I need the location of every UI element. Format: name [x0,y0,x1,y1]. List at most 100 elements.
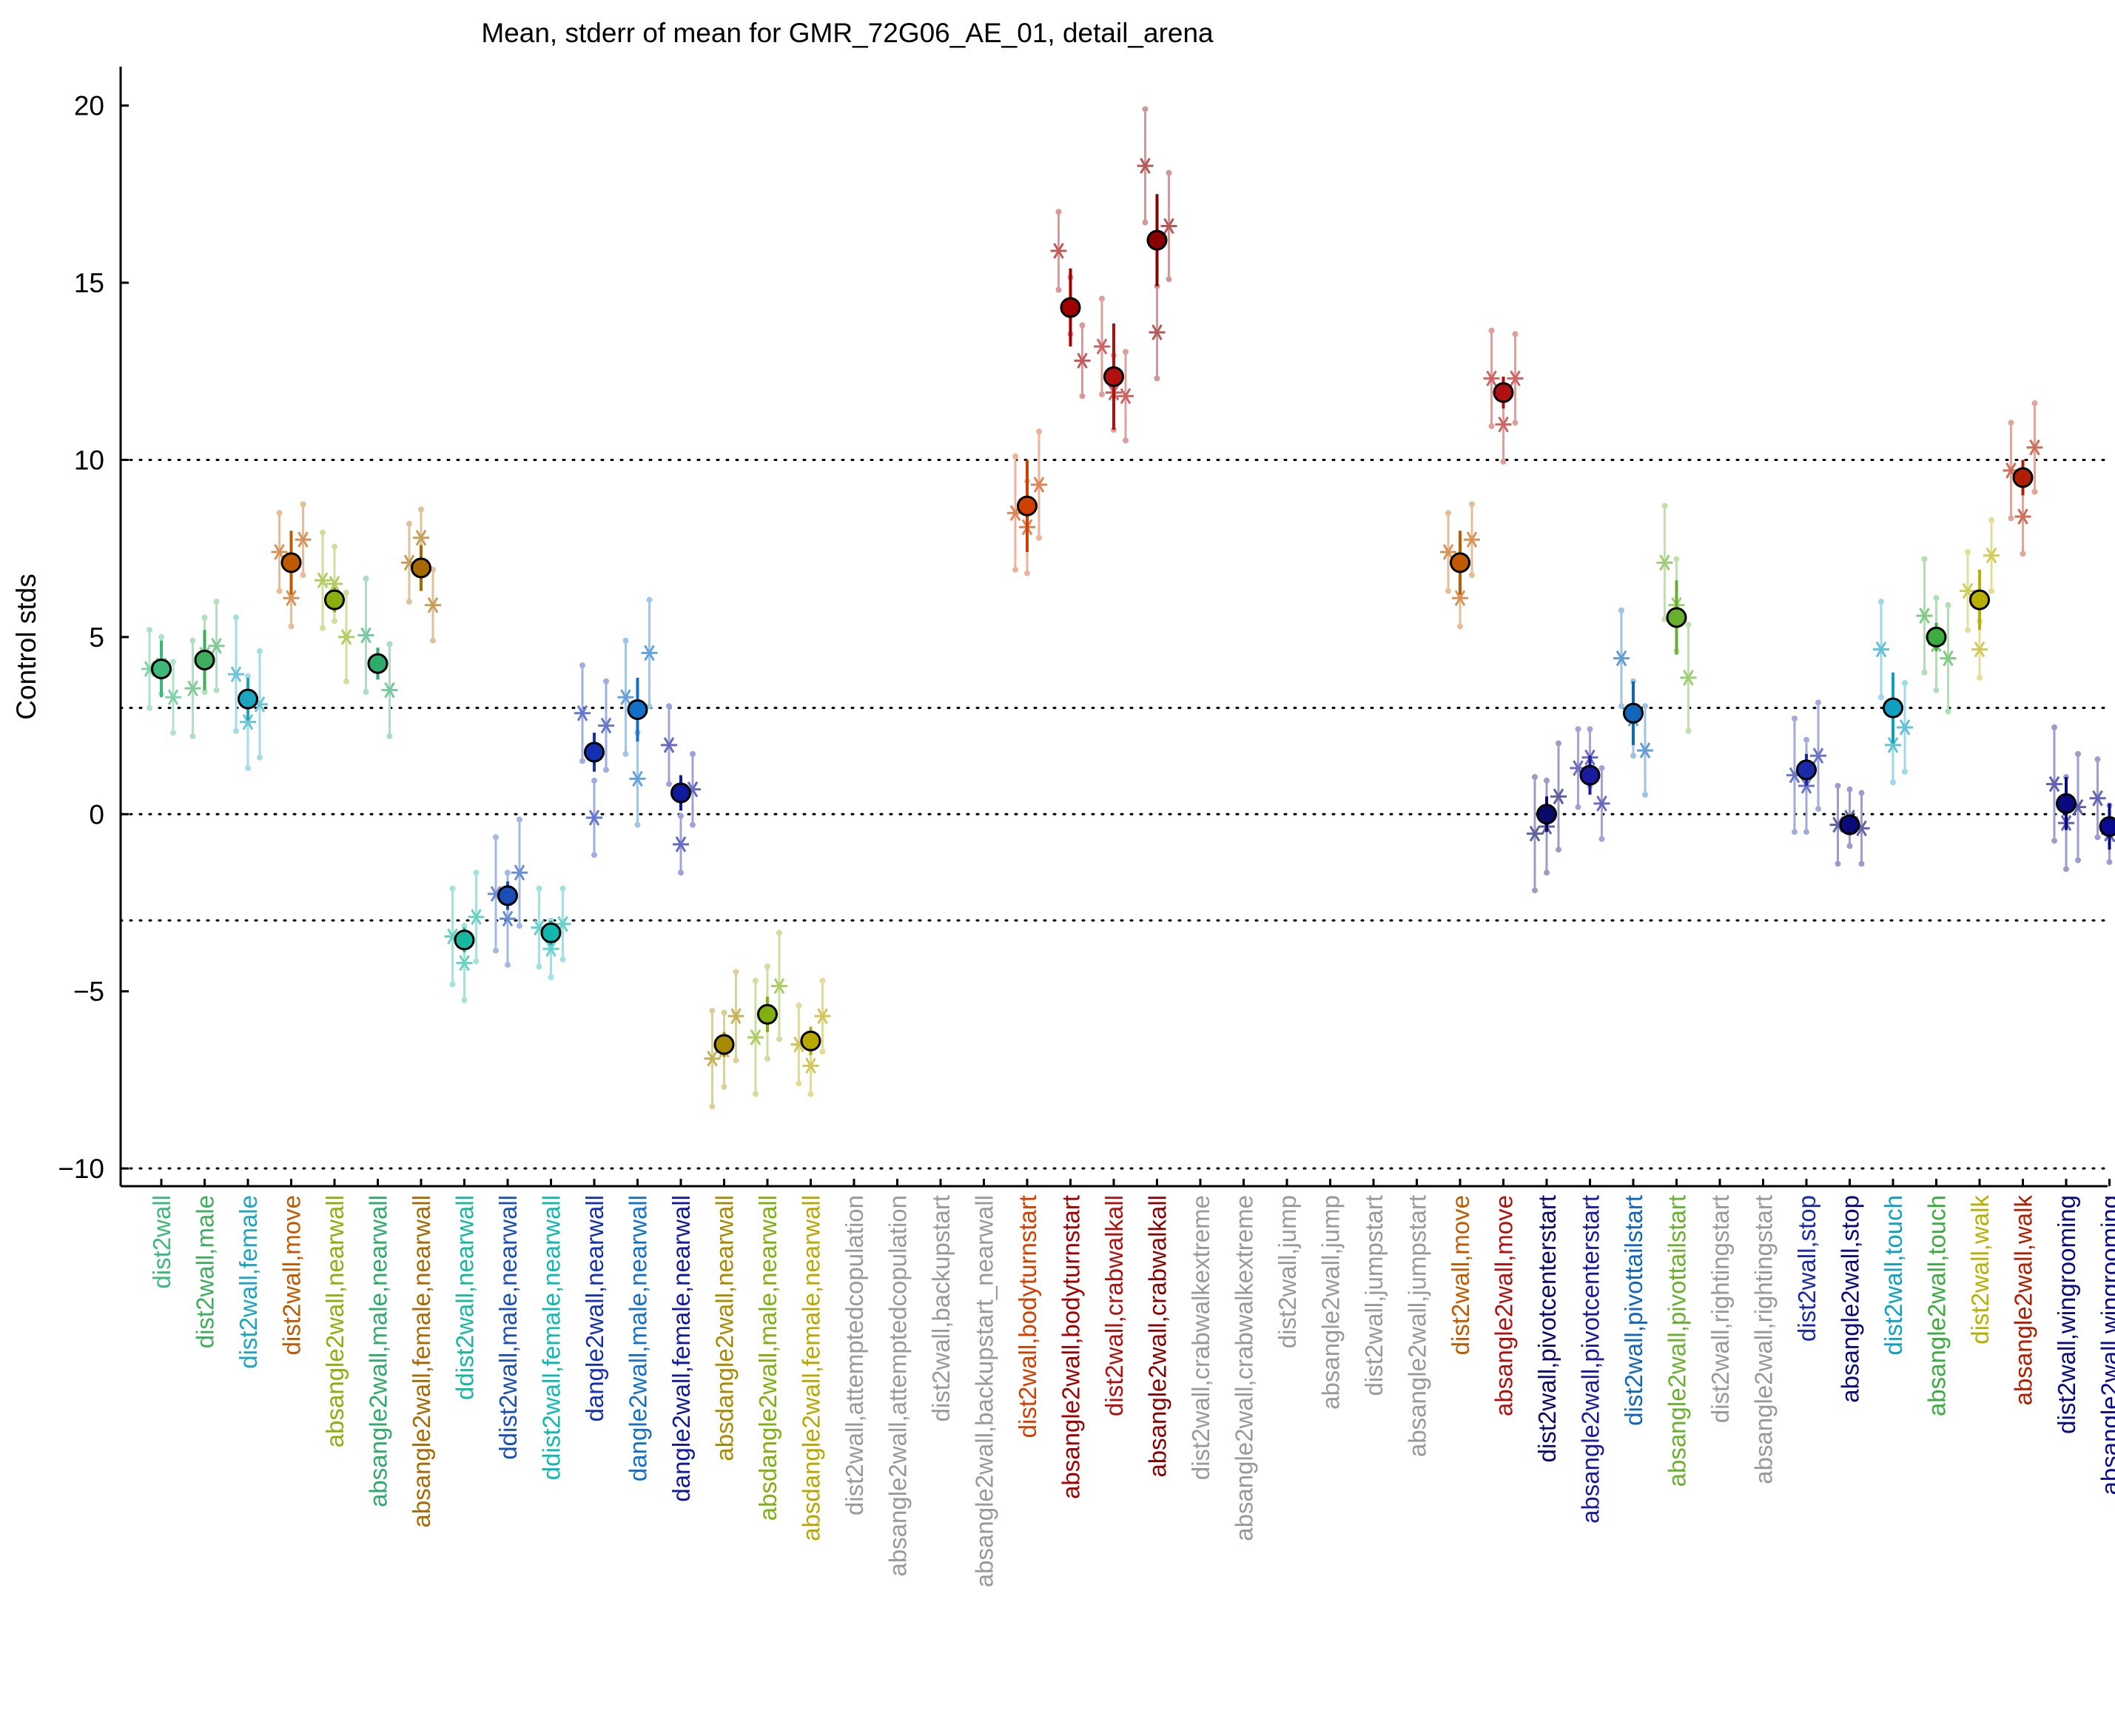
mean-point [2012,467,2034,488]
mean-point [324,589,345,610]
x-tick-label: absangle2wall,touch [1923,1195,1951,1416]
asterisk-stroke [1875,641,1887,658]
asterisk-stroke [297,531,309,548]
raw-range-dot [201,614,208,621]
x-tick-label: absangle2wall,walk [2010,1195,2037,1406]
raw-range-dot [622,637,629,644]
raw-range-dot [189,733,196,739]
mean-point [1969,589,1990,610]
x-tick-label: dist2wall,bodyturnstart [1014,1195,1041,1438]
raw-range-dot [1661,502,1668,509]
asterisk-stroke [514,864,525,881]
individual-point [598,717,614,734]
raw-range-dot [386,641,393,647]
raw-range-dot [1488,423,1495,429]
mean-point [280,552,302,573]
y-ticks: −10 −5 0 5 10 15 20 [58,91,129,1184]
raw-range-dot [343,590,349,596]
individual-point [1897,719,1913,736]
individual-point [2014,508,2031,525]
raw-range-dot [158,633,164,640]
mean-point [1839,814,1860,835]
y-tick-label: 0 [89,799,104,830]
raw-range-dot [213,598,220,605]
raw-range-dot [819,1049,826,1055]
asterisk-stroke [1151,324,1163,340]
x-tick-label: absangle2wall,move [1490,1195,1518,1416]
individual-point [338,629,354,645]
raw-range-dot [1469,501,1475,508]
individual-point [1810,747,1826,764]
mean-point [757,1003,778,1025]
mean-point [627,699,648,721]
raw-range-dot [1835,861,1841,867]
raw-range-dot [363,689,369,696]
x-tick-label: absangle2wall,rightingstart [1750,1195,1778,1484]
raw-range-dot [2075,857,2081,864]
raw-range-dot [1055,286,1062,293]
individual-point [326,576,343,592]
raw-range-dot [1469,572,1475,579]
raw-range-dot [1532,773,1538,780]
raw-range-dot [147,704,152,711]
asterisk-stroke [750,1029,761,1046]
raw-range-dot [1803,736,1809,743]
individual-point [413,530,429,546]
individual-point [1137,158,1154,174]
asterisk-stroke [274,544,285,560]
individual-point [1031,477,1047,493]
individual-point [425,597,441,613]
raw-range-dot [1500,458,1507,465]
raw-range-dot [1933,595,1940,602]
raw-range-dot [1878,694,1884,701]
asterisk-stroke [1962,582,1974,599]
x-tick-label: absangle2wall,bodyturnstart [1058,1195,1085,1499]
raw-range-dot [1544,777,1550,784]
raw-range-dot [678,869,684,876]
asterisk-stroke [1510,370,1521,387]
individual-point [2046,776,2062,793]
raw-range-dot [1921,669,1928,676]
raw-range-dot [1815,699,1821,706]
chart-title: Mean, stderr of mean for GMR_72G06_AE_01… [481,18,1214,48]
individual-point [1885,737,1901,753]
mean-point [367,653,389,674]
individual-point [1149,324,1166,340]
raw-range-dot [796,1002,802,1009]
x-tick-label: dist2wall,move [278,1195,306,1355]
raw-range-dot [1036,534,1042,541]
raw-range-dot [1890,779,1896,786]
x-tick-label: absangle2wall,backupstart_nearwall [971,1195,998,1587]
raw-range-dot [1556,847,1561,853]
individual-point [208,638,225,654]
raw-range-dot [406,520,412,527]
asterisk-stroke [187,680,198,697]
raw-range-dot [764,963,770,970]
raw-range-dot [1661,616,1668,622]
asterisk-stroke [1486,370,1497,387]
asterisk-stroke [1615,650,1627,667]
raw-range-dot [1846,843,1853,850]
raw-range-dot [493,834,499,841]
raw-range-dot [796,1080,802,1087]
raw-range-dot [2051,838,2057,844]
x-tick-label: absangle2wall,wingrooming [2096,1195,2115,1495]
asterisk-stroke [2072,798,2084,815]
raw-range-dot [147,627,152,633]
x-tick-label: ddist2wall,nearwall [451,1195,479,1400]
x-tick-label: ddist2wall,female,nearwall [538,1195,565,1480]
asterisk-stroke [2029,439,2040,456]
individual-point [240,714,256,730]
raw-range-dot [536,885,542,892]
raw-range-dot [559,885,566,892]
x-tick-label: absangle2wall,nearwall [321,1195,349,1447]
raw-range-dot [473,869,480,876]
asterisk-stroke [1919,608,1930,624]
raw-range-dot [2094,756,2101,763]
raw-range-dot [666,781,672,787]
individual-point [2026,439,2043,456]
individual-point [1483,370,1500,387]
asterisk-stroke [2048,776,2060,793]
asterisk-stroke [211,638,222,654]
